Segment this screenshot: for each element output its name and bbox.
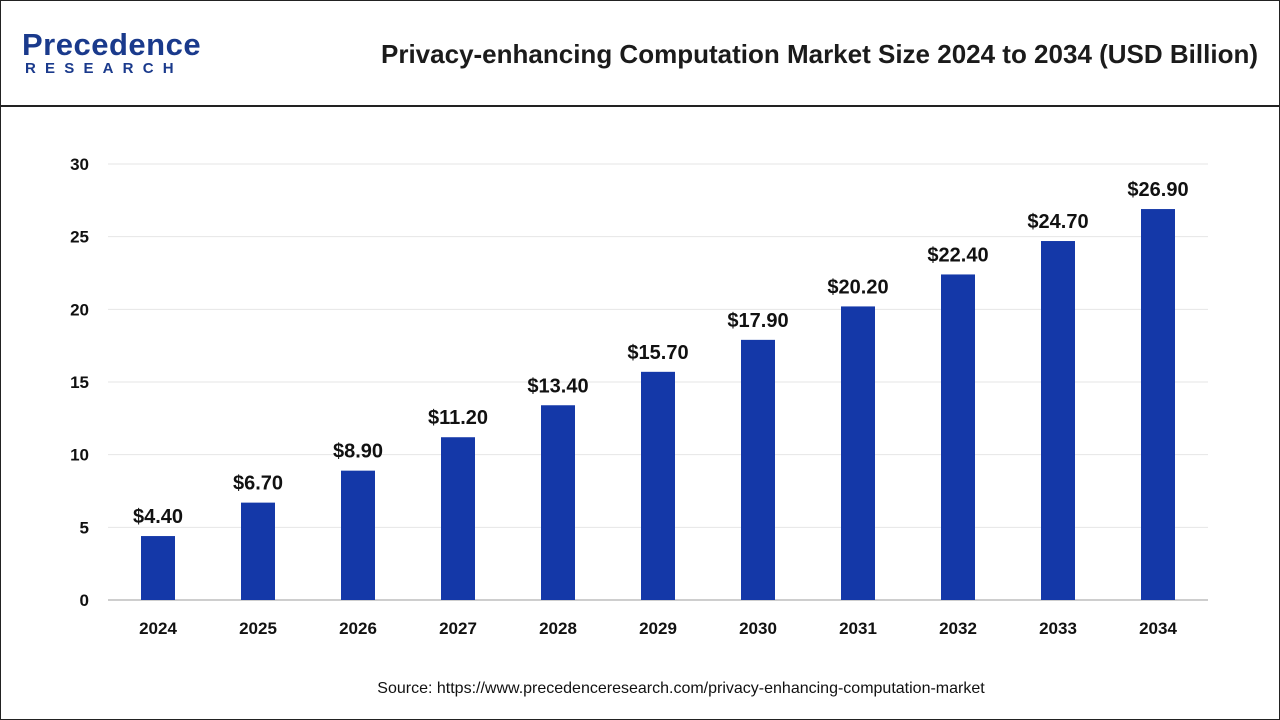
header: Precedence RESEARCH Privacy-enhancing Co…	[0, 0, 1280, 107]
x-tick-label: 2025	[239, 619, 277, 638]
source-citation: Source: https://www.precedenceresearch.c…	[377, 680, 985, 697]
bar-2024[interactable]	[141, 536, 175, 600]
bar-2028[interactable]	[541, 405, 575, 600]
data-label: $8.90	[333, 441, 383, 463]
x-tick-label: 2032	[939, 619, 977, 638]
y-tick-label: 30	[70, 155, 89, 174]
x-axis-ticks: 2024 2025 2026 2027 2028 2029 2030 2031 2032 2033…	[139, 619, 1177, 638]
data-label: $24.70	[1027, 211, 1088, 233]
data-label: $11.20	[428, 407, 488, 429]
x-tick-label: 2026	[339, 619, 377, 638]
x-tick-label: 2031	[839, 619, 877, 638]
data-label: $22.40	[927, 244, 988, 266]
precedence-research-logo[interactable]: Precedence RESEARCH	[22, 28, 222, 88]
x-tick-label: 2033	[1039, 619, 1077, 638]
chart-title: Privacy-enhancing Computation Market Siz…	[381, 39, 1258, 69]
bar-2034[interactable]	[1141, 209, 1175, 600]
bar-2031[interactable]	[841, 306, 875, 600]
data-label: $4.40	[133, 506, 183, 528]
value-labels: $4.40 $6.70 $8.90 $11.20 $13.40 $15.70 $17.90 $…	[133, 179, 1189, 528]
y-tick-label: 5	[80, 518, 89, 537]
bar-2030[interactable]	[741, 339, 775, 600]
logo-wordmark: Precedence	[22, 27, 202, 62]
data-label: $20.20	[827, 276, 888, 298]
y-axis-ticks: 0 5 10 15 20 25 30	[70, 155, 89, 610]
bar-2025[interactable]	[241, 502, 275, 600]
bar-2029[interactable]	[641, 371, 675, 600]
x-tick-label: 2028	[539, 619, 577, 638]
y-tick-label: 25	[70, 228, 89, 247]
x-tick-label: 2034	[1139, 619, 1177, 638]
data-label: $15.70	[627, 342, 688, 364]
data-label: $17.90	[727, 310, 788, 332]
bar-2026[interactable]	[341, 470, 375, 600]
logo-subtitle: RESEARCH	[25, 60, 183, 77]
data-label: $13.40	[527, 375, 588, 397]
bar-2027[interactable]	[441, 437, 475, 600]
data-label: $26.90	[1127, 179, 1188, 201]
bar-2032[interactable]	[941, 274, 975, 600]
x-tick-label: 2024	[139, 619, 177, 638]
y-tick-label: 10	[70, 446, 89, 465]
y-tick-label: 20	[70, 300, 89, 319]
y-tick-label: 15	[70, 373, 89, 392]
bar-2033[interactable]	[1041, 241, 1075, 600]
x-tick-label: 2027	[439, 619, 477, 638]
x-tick-label: 2029	[639, 619, 677, 638]
x-tick-label: 2030	[739, 619, 777, 638]
bars	[141, 209, 1175, 600]
data-label: $6.70	[233, 473, 283, 495]
y-tick-label: 0	[80, 591, 89, 610]
